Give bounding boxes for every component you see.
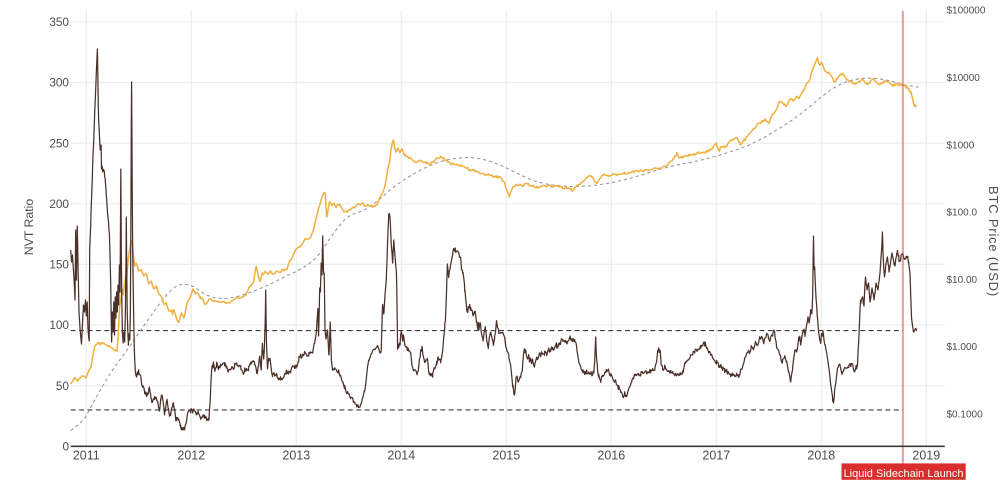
svg-text:0: 0 — [62, 440, 69, 454]
svg-text:2017: 2017 — [702, 449, 730, 463]
svg-text:100: 100 — [49, 318, 69, 332]
svg-text:2012: 2012 — [177, 449, 205, 463]
svg-text:300: 300 — [49, 76, 69, 90]
svg-text:2011: 2011 — [73, 449, 100, 463]
svg-text:2016: 2016 — [597, 449, 625, 463]
svg-text:$1000: $1000 — [947, 140, 975, 151]
svg-text:2018: 2018 — [807, 449, 835, 463]
svg-text:$0.1000: $0.1000 — [947, 410, 984, 421]
svg-text:50: 50 — [56, 379, 70, 393]
svg-text:350: 350 — [49, 15, 69, 29]
svg-text:$10000: $10000 — [947, 73, 981, 84]
svg-text:250: 250 — [49, 136, 69, 150]
svg-text:$1.000: $1.000 — [947, 342, 978, 353]
svg-text:$100.0: $100.0 — [947, 208, 978, 219]
svg-text:Liquid Sidechain Launch: Liquid Sidechain Launch — [844, 468, 964, 480]
svg-text:150: 150 — [49, 258, 69, 272]
svg-text:2015: 2015 — [492, 449, 520, 463]
svg-text:NVT Ratio: NVT Ratio — [22, 199, 36, 256]
svg-text:$10.00: $10.00 — [947, 275, 978, 286]
svg-text:2013: 2013 — [282, 449, 310, 463]
svg-text:200: 200 — [49, 197, 69, 211]
svg-text:2019: 2019 — [912, 449, 940, 463]
svg-text:$100000: $100000 — [947, 6, 986, 17]
svg-text:2014: 2014 — [387, 449, 415, 463]
svg-text:BTC Price (USD): BTC Price (USD) — [986, 186, 1001, 297]
